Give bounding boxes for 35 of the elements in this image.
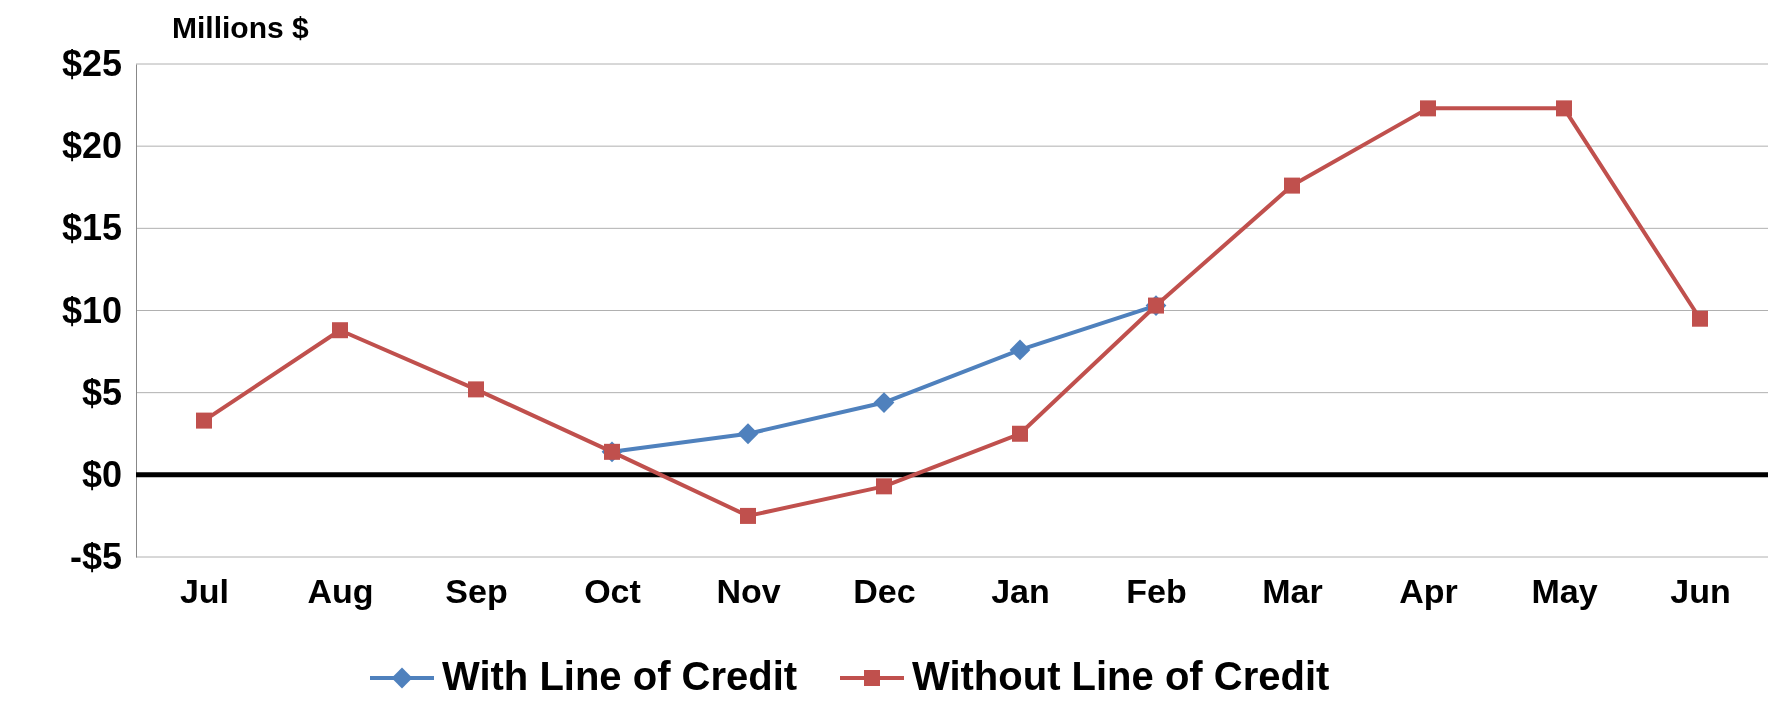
point	[1420, 100, 1436, 117]
y-tick-label: $20	[61, 125, 122, 167]
x-tick-label: Mar	[1262, 572, 1323, 611]
x-tick-label: Apr	[1399, 572, 1458, 611]
x-tick-label: Oct	[584, 572, 641, 611]
point	[1012, 425, 1028, 442]
x-tick-label: Jan	[991, 572, 1050, 611]
y-tick-label: -$5	[69, 536, 122, 578]
point	[1692, 310, 1708, 327]
y-tick-label: $25	[61, 43, 122, 85]
point	[196, 412, 212, 429]
x-tick-label: Nov	[716, 572, 781, 611]
point	[332, 322, 348, 339]
x-tick-label: Feb	[1126, 572, 1187, 611]
point	[873, 392, 895, 413]
legend-label: Without Line of Credit	[912, 654, 1330, 698]
point	[1556, 100, 1572, 117]
y-axis-title: Millions $	[172, 11, 309, 44]
point	[740, 507, 756, 524]
point	[468, 381, 484, 398]
point	[876, 478, 892, 495]
x-tick-label: Jul	[179, 572, 230, 611]
y-tick-label: $5	[81, 371, 122, 413]
y-tick-label: $0	[81, 453, 122, 495]
x-tick-label: May	[1531, 572, 1598, 611]
point	[1009, 339, 1031, 361]
y-tick-label: $15	[61, 207, 122, 249]
legend-label: With Line of Credit	[442, 654, 798, 698]
y-tick-label: $10	[61, 289, 122, 331]
point	[737, 423, 759, 445]
x-tick-label: Aug	[307, 572, 374, 611]
x-tick-label: Jun	[1670, 572, 1731, 611]
x-tick-label: Dec	[853, 572, 916, 611]
point	[1284, 177, 1300, 194]
x-tick-label: Sep	[445, 572, 508, 611]
